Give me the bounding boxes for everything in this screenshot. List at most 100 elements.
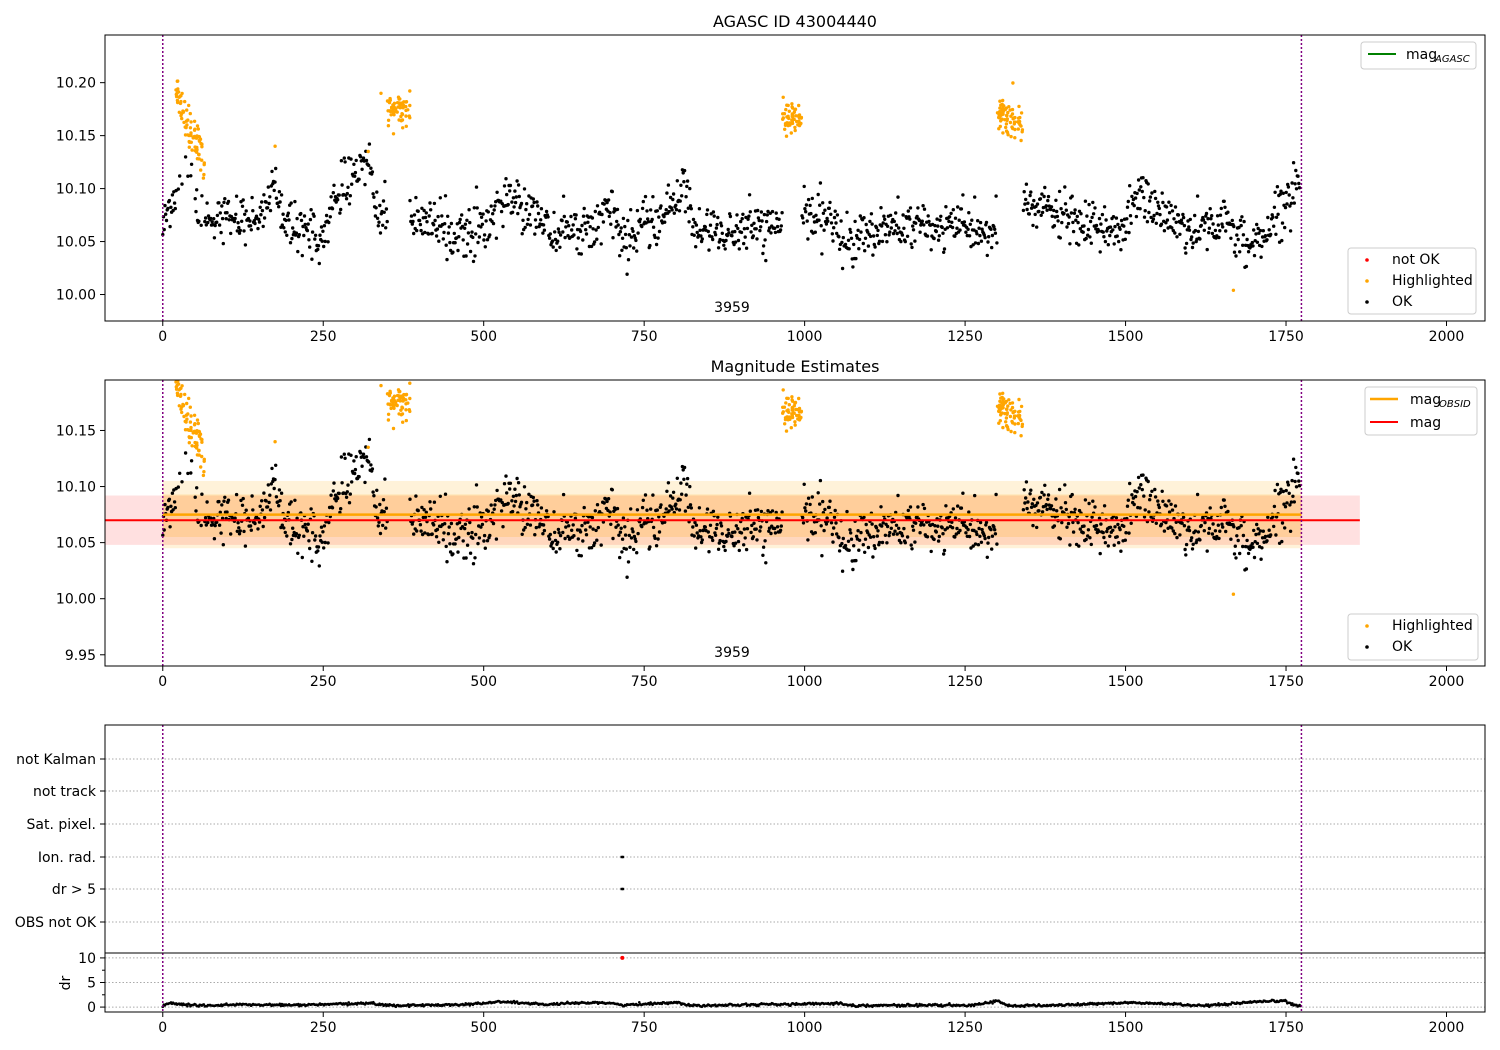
highlighted-point	[790, 398, 794, 402]
ok-point	[1114, 216, 1119, 220]
ok-point	[261, 224, 265, 229]
ok-point	[864, 222, 868, 227]
ok-point	[1063, 202, 1068, 206]
ok-point	[236, 521, 240, 525]
ok-point	[1164, 520, 1168, 525]
ok-point	[1125, 217, 1129, 221]
highlighted-point	[1018, 409, 1022, 414]
ok-point	[695, 531, 699, 535]
ok-point	[657, 515, 661, 519]
ok-point	[650, 217, 654, 222]
ok-point	[744, 246, 749, 250]
ok-point	[1097, 516, 1102, 520]
dr-outlier-point	[620, 955, 625, 960]
ok-point	[200, 492, 204, 496]
highlighted-point	[1011, 373, 1014, 376]
ok-point	[558, 547, 562, 551]
highlighted-point	[392, 394, 397, 398]
ok-point	[880, 524, 884, 528]
ok-point	[980, 527, 984, 532]
ok-point	[767, 529, 771, 533]
ok-point	[444, 544, 448, 549]
ok-point	[1045, 208, 1049, 212]
ok-point	[715, 522, 719, 527]
ok-point	[171, 508, 175, 512]
ok-point	[914, 221, 918, 225]
ok-point	[648, 243, 652, 248]
highlighted-point	[201, 473, 206, 478]
ok-point	[166, 206, 170, 211]
ok-point	[1135, 191, 1139, 196]
ok-point	[299, 218, 304, 223]
highlighted-point	[196, 127, 200, 131]
ok-point	[906, 508, 910, 513]
ok-point	[942, 548, 947, 553]
ok-point	[1023, 197, 1028, 202]
ok-point	[593, 509, 597, 513]
ok-point	[820, 252, 824, 256]
ok-point	[1292, 201, 1297, 205]
ok-point	[1054, 198, 1058, 202]
ok-point	[1217, 536, 1221, 541]
ok-point	[761, 545, 766, 549]
ok-point	[281, 212, 285, 216]
ok-point	[1039, 213, 1043, 217]
highlighted-point	[404, 124, 408, 128]
x-tick-label: 500	[470, 1020, 497, 1036]
ok-point	[773, 526, 777, 531]
ok-point	[620, 537, 625, 541]
ok-point	[570, 528, 574, 532]
ok-point	[601, 220, 606, 224]
ok-point	[1111, 228, 1115, 232]
ok-point	[896, 493, 900, 498]
ok-point	[1232, 250, 1237, 254]
ok-point	[539, 506, 544, 510]
ok-point	[1124, 531, 1128, 535]
ok-point	[457, 535, 461, 540]
ok-point	[513, 487, 517, 491]
ok-point	[169, 205, 173, 209]
ok-point	[1232, 224, 1236, 229]
panel-title: Magnitude Estimates	[711, 357, 880, 376]
ok-point	[168, 525, 172, 529]
ok-point	[502, 482, 507, 486]
ok-point	[1190, 235, 1194, 239]
ok-point	[294, 231, 299, 235]
ok-point	[893, 229, 897, 233]
ok-point	[373, 214, 378, 218]
ok-point	[618, 530, 623, 534]
highlighted-point	[998, 419, 1002, 423]
ok-point	[452, 231, 456, 236]
ok-point	[463, 526, 467, 531]
ok-point	[525, 500, 529, 505]
ok-point	[240, 204, 245, 208]
ok-point	[438, 196, 442, 200]
ok-point	[875, 233, 879, 238]
ok-point	[1244, 567, 1249, 571]
ok-point	[556, 227, 561, 231]
ok-point	[1153, 487, 1157, 492]
ok-point	[1252, 253, 1257, 258]
ok-point	[1124, 230, 1128, 234]
ok-point	[1059, 506, 1063, 510]
ok-point	[1140, 487, 1145, 492]
highlighted-point	[202, 457, 206, 461]
ok-point	[410, 222, 414, 226]
ok-point	[1052, 524, 1057, 528]
ok-point	[195, 486, 199, 490]
ok-point	[447, 525, 451, 529]
ok-point	[1119, 218, 1124, 223]
ok-point	[541, 532, 545, 536]
ok-point	[463, 222, 468, 226]
ok-point	[1030, 203, 1035, 207]
ok-point	[531, 495, 535, 500]
highlighted-point	[389, 406, 393, 411]
ok-point	[806, 237, 810, 241]
ok-point	[859, 530, 863, 535]
ok-point	[1265, 539, 1269, 543]
ok-point	[1102, 205, 1107, 209]
ok-point	[694, 245, 698, 249]
ok-point	[213, 223, 217, 228]
highlighted-point	[408, 116, 412, 120]
ok-point	[1255, 240, 1260, 244]
